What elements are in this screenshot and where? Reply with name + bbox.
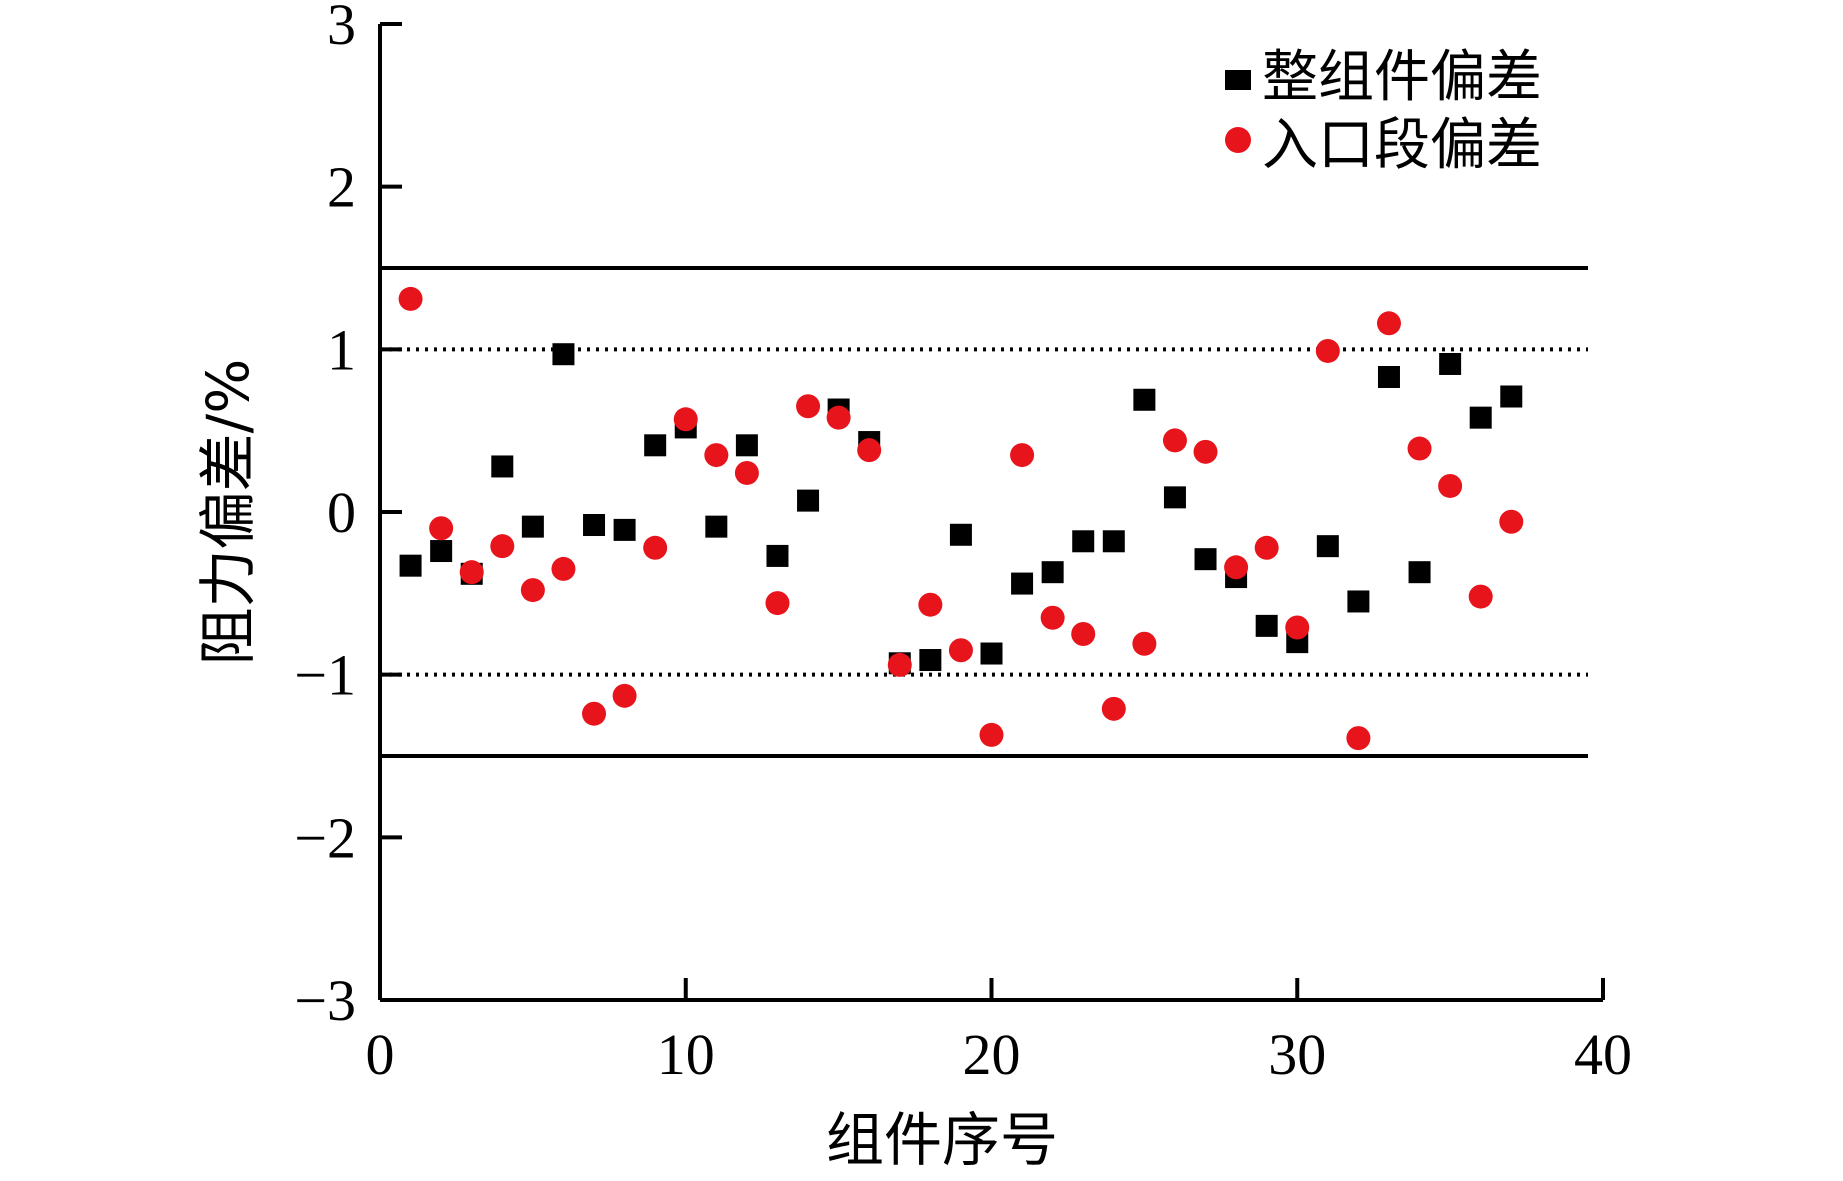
point-inlet-section <box>1468 584 1493 609</box>
legend: 整组件偏差 入口段偏差 <box>1225 45 1542 178</box>
point-inlet-section <box>734 460 759 485</box>
point-inlet-section <box>612 683 637 708</box>
point-inlet-section <box>948 638 973 663</box>
x-axis-title: 组件序号 <box>826 1106 1058 1174</box>
point-inlet-section <box>1162 428 1187 453</box>
point-whole-assembly <box>552 343 575 366</box>
point-inlet-section <box>1132 631 1157 656</box>
y-tick-label: 2 <box>327 155 356 220</box>
legend-marker-inlet <box>1225 127 1251 153</box>
point-inlet-section <box>1346 726 1371 751</box>
point-inlet-section <box>582 701 607 726</box>
point-inlet-section <box>398 286 423 311</box>
point-whole-assembly <box>980 642 1003 665</box>
legend-marker-whole <box>1225 70 1251 90</box>
point-whole-assembly <box>521 515 544 538</box>
data-points <box>398 286 1524 751</box>
point-whole-assembly <box>1194 548 1217 571</box>
point-inlet-section <box>1193 439 1218 464</box>
x-tick-label: 10 <box>657 1022 715 1087</box>
point-whole-assembly <box>1316 535 1339 558</box>
x-tick-label: 0 <box>366 1022 395 1087</box>
point-whole-assembly <box>644 434 667 457</box>
point-inlet-section <box>1315 338 1340 363</box>
point-whole-assembly <box>1011 572 1034 595</box>
point-inlet-section <box>1438 473 1463 498</box>
y-tick-label: −1 <box>294 643 356 708</box>
point-inlet-section <box>796 394 821 419</box>
point-whole-assembly <box>1469 406 1492 429</box>
y-tick-label: −2 <box>294 805 356 870</box>
point-whole-assembly <box>1041 561 1064 584</box>
point-inlet-section <box>1254 535 1279 560</box>
point-whole-assembly <box>1133 388 1156 411</box>
point-whole-assembly <box>1347 590 1370 613</box>
point-inlet-section <box>1407 436 1432 461</box>
point-whole-assembly <box>949 523 972 546</box>
point-inlet-section <box>643 535 668 560</box>
point-inlet-section <box>1376 311 1401 336</box>
reference-lines <box>380 266 1588 758</box>
y-tick-label: 3 <box>327 0 356 57</box>
point-inlet-section <box>551 556 576 581</box>
point-inlet-section <box>429 516 454 541</box>
point-inlet-section <box>1285 615 1310 640</box>
point-inlet-section <box>887 652 912 677</box>
point-inlet-section <box>1499 509 1524 534</box>
point-inlet-section <box>857 438 882 463</box>
point-inlet-section <box>1071 622 1096 646</box>
x-ticks: 0 10 20 30 40 <box>366 978 1632 1087</box>
point-whole-assembly <box>766 544 789 567</box>
point-whole-assembly <box>399 554 422 577</box>
point-inlet-section <box>704 443 729 468</box>
point-inlet-section <box>459 560 484 585</box>
point-whole-assembly <box>1255 614 1278 637</box>
point-whole-assembly <box>1163 486 1186 509</box>
point-whole-assembly <box>1072 530 1095 553</box>
point-whole-assembly <box>705 515 728 538</box>
point-whole-assembly <box>797 489 820 512</box>
point-whole-assembly <box>1377 365 1400 388</box>
point-inlet-section <box>673 407 698 432</box>
point-inlet-section <box>979 722 1004 747</box>
y-axis-title: 阻力偏差/% <box>194 359 262 666</box>
point-inlet-section <box>826 405 851 430</box>
x-tick-label: 40 <box>1574 1022 1632 1087</box>
y-ticks: 3 2 1 0 −1 −2 −3 <box>294 0 402 1033</box>
x-tick-label: 20 <box>963 1022 1021 1087</box>
point-whole-assembly <box>919 649 942 672</box>
point-inlet-section <box>520 578 545 603</box>
point-inlet-section <box>1010 443 1035 468</box>
point-whole-assembly <box>735 434 758 457</box>
point-inlet-section <box>765 591 790 616</box>
point-inlet-section <box>1224 555 1249 580</box>
legend-label-inlet: 入口段偏差 <box>1262 113 1542 178</box>
point-whole-assembly <box>1500 385 1523 408</box>
point-inlet-section <box>918 592 943 617</box>
x-tick-label: 30 <box>1268 1022 1326 1087</box>
y-tick-label: 1 <box>327 317 356 382</box>
point-whole-assembly <box>1102 530 1125 553</box>
point-inlet-section <box>1101 696 1126 721</box>
point-whole-assembly <box>430 540 453 563</box>
y-tick-label: 0 <box>327 480 356 545</box>
point-inlet-section <box>490 534 515 559</box>
point-whole-assembly <box>1439 352 1462 375</box>
y-tick-label: −3 <box>294 968 356 1033</box>
point-whole-assembly <box>491 455 514 478</box>
point-whole-assembly <box>613 518 636 541</box>
point-whole-assembly <box>1408 561 1431 584</box>
legend-label-whole: 整组件偏差 <box>1262 45 1542 110</box>
point-whole-assembly <box>583 514 606 537</box>
point-inlet-section <box>1040 605 1065 630</box>
